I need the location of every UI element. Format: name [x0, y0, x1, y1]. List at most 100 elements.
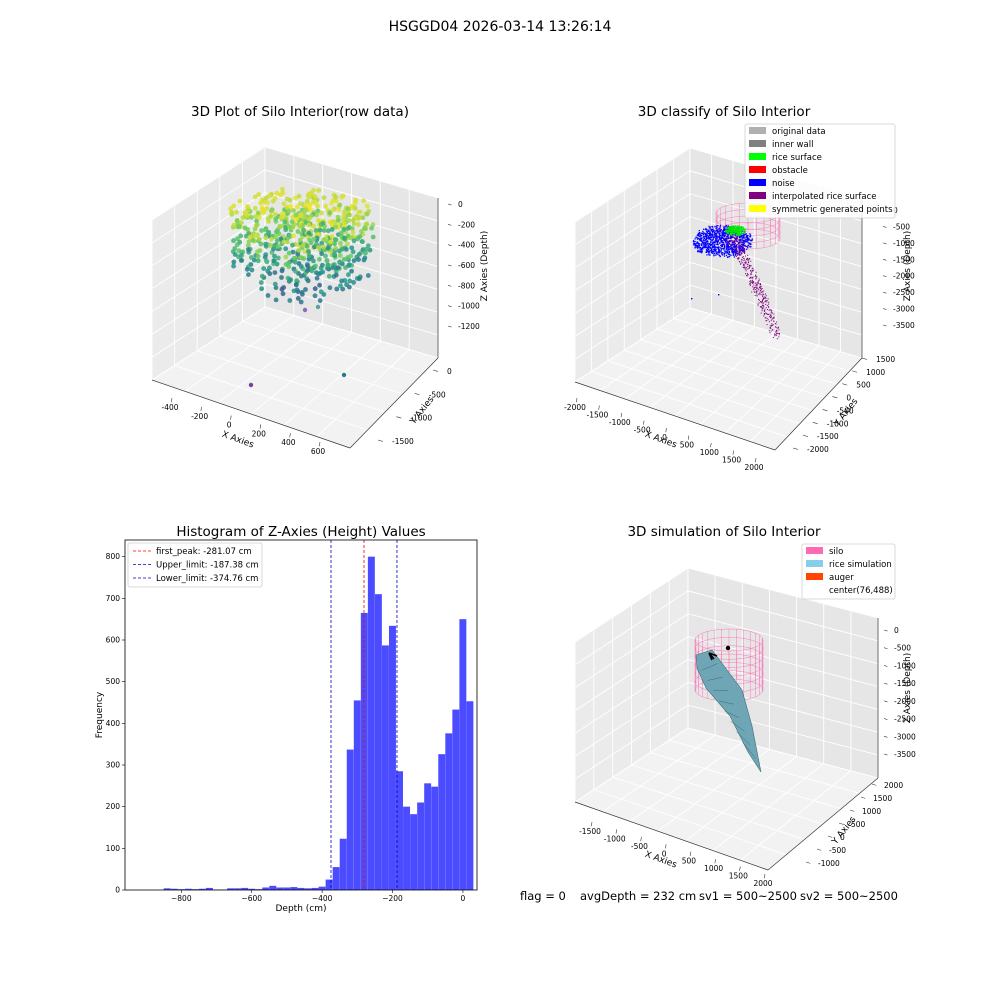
tick-mark	[882, 308, 887, 310]
rice-surface-point	[732, 227, 734, 229]
noise-point	[720, 236, 723, 238]
raw-point	[339, 278, 344, 284]
interpolated-point	[778, 334, 780, 336]
noise-point	[705, 244, 707, 246]
noise-point	[717, 243, 719, 245]
interpolated-point	[772, 329, 774, 331]
rice-surface-point	[733, 227, 735, 230]
noise-point	[693, 244, 695, 246]
interpolated-point	[749, 284, 751, 286]
raw-point	[279, 215, 284, 221]
raw-point	[327, 210, 333, 216]
interpolated-point	[762, 305, 764, 307]
interpolated-point	[730, 245, 732, 247]
noise-point	[705, 238, 707, 240]
interpolated-point	[733, 237, 735, 239]
noise-point	[720, 247, 722, 249]
noise-point	[707, 229, 710, 231]
raw-point	[355, 236, 361, 242]
raw-point	[292, 259, 298, 265]
interpolated-point	[770, 314, 772, 316]
noise-point	[700, 248, 702, 250]
noise-point	[707, 250, 709, 252]
tick-mark	[871, 783, 877, 786]
noise-point	[702, 237, 704, 239]
interpolated-point	[767, 319, 769, 321]
interpolated-point	[777, 327, 779, 329]
interpolated-point	[761, 291, 762, 293]
rice-surface-point	[738, 226, 740, 229]
raw-point	[272, 281, 278, 287]
interpolated-point	[776, 334, 778, 336]
noise-point	[722, 233, 724, 236]
noise-point	[701, 248, 703, 250]
noise-point	[707, 238, 709, 240]
raw-point	[232, 246, 238, 251]
interpolated-point	[760, 283, 762, 285]
raw-point	[245, 247, 251, 252]
hist-bars	[163, 556, 474, 890]
surface-mesh-line	[724, 710, 740, 718]
noise-point	[716, 246, 718, 248]
interpolated-point	[744, 253, 746, 254]
raw-point	[244, 212, 250, 218]
interpolated-point	[762, 302, 764, 304]
noise-point	[712, 239, 714, 241]
noise-point	[709, 243, 711, 245]
noise-point	[720, 239, 722, 242]
grid-line-z	[574, 727, 879, 803]
noise-point	[714, 235, 716, 237]
noise-point	[740, 235, 743, 237]
interpolated-point	[738, 238, 740, 240]
rice-surface-point	[739, 231, 742, 233]
raw-point	[278, 192, 283, 198]
raw-point	[273, 285, 279, 291]
interpolated-point	[766, 300, 768, 301]
interpolated-point	[778, 329, 780, 331]
noise-point	[718, 252, 721, 254]
tick-label: 500	[680, 441, 695, 450]
raw-point	[249, 267, 255, 273]
hist-bar	[325, 879, 333, 890]
raw-point	[333, 194, 339, 200]
raw-point	[290, 242, 295, 248]
interpolated-point	[763, 315, 765, 317]
noise-point	[697, 232, 700, 234]
noise-point	[703, 244, 705, 246]
interpolated-point	[764, 313, 766, 315]
noise-point	[706, 233, 708, 235]
rice-surface-point	[739, 233, 742, 235]
tick-label: 0	[461, 894, 466, 903]
legend-label: symmetric generated points	[772, 205, 893, 215]
noise-point	[699, 239, 702, 242]
noise-point	[722, 240, 724, 242]
status-sv1: sv1 = 500~2500	[699, 889, 797, 903]
interpolated-point	[758, 289, 760, 291]
noise-point	[691, 298, 693, 300]
noise-point	[707, 243, 709, 245]
noise-point	[720, 237, 722, 239]
interpolated-point	[770, 330, 772, 332]
noise-point	[749, 235, 751, 237]
interpolated-point	[778, 332, 780, 334]
noise-point	[705, 233, 707, 236]
noise-point	[746, 235, 748, 237]
tick-label: -1000	[818, 859, 840, 868]
legend-label: interpolated rice surface	[772, 192, 877, 202]
raw-point	[256, 192, 262, 197]
noise-point	[711, 228, 713, 230]
noise-point	[706, 246, 708, 248]
raw-point	[307, 237, 313, 243]
noise-point	[712, 243, 714, 245]
hist-bar	[290, 887, 298, 890]
interpolated-point	[734, 237, 736, 239]
hist-reference-lines	[330, 540, 398, 890]
noise-point	[730, 236, 732, 239]
noise-point	[719, 231, 721, 233]
noise-point	[709, 250, 711, 252]
noise-point	[727, 245, 729, 247]
sim-z-label: Z Axies (Depth)	[903, 653, 913, 724]
noise-point	[725, 249, 727, 251]
noise-point	[741, 245, 743, 247]
interpolated-point	[751, 273, 752, 275]
